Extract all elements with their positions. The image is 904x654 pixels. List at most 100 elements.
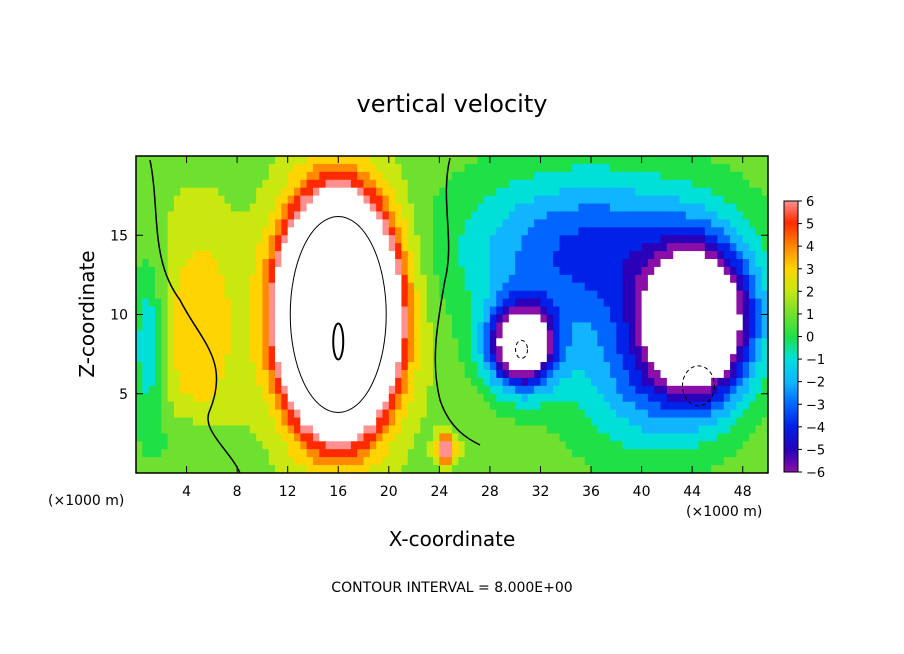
field-cell [477, 187, 485, 197]
field-cell [357, 457, 365, 466]
field-cell [312, 274, 320, 284]
field-cell [730, 259, 737, 268]
field-cell [673, 235, 681, 244]
field-cell [312, 259, 320, 268]
field-cell [717, 259, 725, 268]
field-cell [414, 314, 421, 324]
field-cell [294, 441, 301, 450]
field-cell [376, 266, 384, 276]
field-cell [388, 465, 396, 473]
field-cell [211, 377, 219, 387]
field-cell [294, 330, 301, 339]
field-cell [761, 433, 768, 442]
field-cell [591, 441, 598, 450]
field-cell [306, 243, 314, 252]
field-cell [167, 195, 175, 205]
x-units-left: (×1000 m) [48, 493, 124, 509]
field-cell [249, 457, 257, 466]
field-cell [717, 417, 725, 427]
field-cell [363, 227, 371, 236]
field-cell [363, 171, 371, 181]
field-cell [749, 338, 756, 347]
field-cell [742, 354, 750, 363]
field-cell [401, 274, 409, 284]
field-cell [496, 251, 504, 260]
field-cell [723, 171, 731, 181]
field-cell [534, 409, 542, 419]
field-cell [180, 322, 188, 331]
field-cell [344, 346, 352, 355]
field-cell [597, 211, 605, 220]
field-cell [275, 393, 282, 403]
field-cell [262, 346, 270, 355]
field-cell [572, 346, 579, 355]
field-cell [420, 362, 428, 371]
field-cell [420, 195, 428, 205]
field-cell [723, 251, 731, 260]
field-cell [268, 266, 276, 276]
field-cell [761, 385, 768, 395]
field-cell [363, 187, 371, 197]
field-cell [414, 203, 421, 213]
field-cell [458, 266, 466, 276]
field-cell [553, 433, 561, 442]
field-cell [641, 449, 649, 458]
field-cell [369, 203, 377, 213]
field-cell [439, 433, 447, 442]
field-cell [540, 330, 548, 339]
contour-lines [149, 157, 715, 473]
field-cell [173, 369, 181, 379]
field-cell [268, 195, 276, 205]
field-cell [477, 274, 485, 284]
field-cell [679, 409, 687, 419]
x-tick-label: 32 [532, 484, 550, 500]
field-cell [559, 179, 567, 189]
field-cell [496, 330, 504, 339]
field-cell [730, 417, 737, 427]
field-cell [521, 457, 529, 466]
field-cell [470, 377, 478, 387]
field-cell [230, 298, 238, 308]
field-cell [281, 163, 289, 173]
field-cell [578, 259, 586, 268]
field-cell [635, 369, 643, 379]
field-cell [610, 274, 617, 284]
field-cell [489, 156, 497, 165]
field-cell [584, 417, 592, 427]
field-cell [711, 417, 719, 427]
field-cell [388, 417, 396, 427]
field-cell [584, 163, 592, 173]
field-cell [616, 156, 624, 165]
field-cell [420, 354, 428, 363]
field-cell [186, 441, 194, 450]
field-cell [243, 385, 251, 395]
field-cell [502, 187, 510, 197]
field-cell [559, 187, 567, 197]
field-cell [420, 346, 428, 355]
field-cell [300, 187, 308, 197]
field-cell [603, 306, 611, 316]
field-cell [249, 369, 257, 379]
field-cell [660, 330, 668, 339]
field-cell [515, 195, 523, 205]
field-cell [211, 259, 219, 268]
field-cell [679, 441, 687, 450]
field-cell [565, 338, 573, 347]
field-cell [294, 298, 301, 308]
field-cell [294, 417, 301, 427]
field-cell [749, 211, 756, 220]
field-cell [224, 369, 232, 379]
field-cell [635, 346, 643, 355]
field-cell [730, 314, 737, 324]
field-cell [723, 441, 731, 450]
field-cell [294, 385, 301, 395]
field-cell [281, 322, 289, 331]
field-cell [350, 187, 358, 197]
field-cell [730, 409, 737, 419]
field-cell [685, 259, 693, 268]
field-cell [610, 377, 617, 387]
field-cell [540, 409, 548, 419]
field-cell [281, 156, 289, 165]
field-cell [306, 266, 314, 276]
field-cell [742, 441, 750, 450]
